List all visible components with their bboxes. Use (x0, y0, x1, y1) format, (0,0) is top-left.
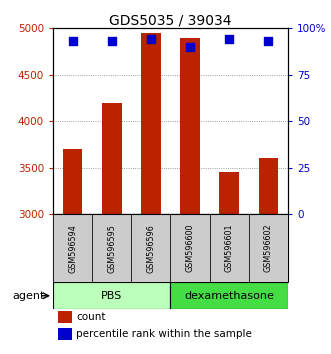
Bar (249, 214, 288, 282)
Text: percentile rank within the sample: percentile rank within the sample (76, 329, 252, 339)
Bar (63, 149, 82, 214)
Bar (259, 158, 278, 214)
Text: PBS: PBS (101, 291, 122, 301)
Text: GSM596601: GSM596601 (225, 224, 234, 272)
Title: GDS5035 / 39034: GDS5035 / 39034 (109, 13, 232, 27)
Text: GSM596602: GSM596602 (264, 224, 273, 273)
Bar (58, 311, 72, 323)
Text: count: count (76, 312, 106, 322)
Point (226, 36, 232, 42)
Bar (170, 214, 210, 282)
Point (109, 39, 114, 44)
Bar (131, 214, 170, 282)
Bar (53, 282, 170, 309)
Bar (92, 214, 131, 282)
Bar (58, 328, 72, 340)
Text: GSM596594: GSM596594 (68, 224, 77, 273)
Point (70, 39, 75, 44)
Bar (180, 38, 200, 214)
Bar (219, 172, 239, 214)
Text: GSM596600: GSM596600 (186, 224, 195, 272)
Point (266, 39, 271, 44)
Bar (210, 214, 249, 282)
Text: GSM596595: GSM596595 (107, 224, 116, 273)
Text: agent: agent (13, 291, 45, 301)
Point (187, 44, 193, 50)
Text: dexamethasone: dexamethasone (184, 291, 274, 301)
Bar (102, 103, 121, 214)
Point (148, 36, 154, 42)
Bar (170, 282, 288, 309)
Bar (141, 33, 161, 214)
Text: GSM596596: GSM596596 (146, 224, 155, 273)
Bar (53, 214, 92, 282)
